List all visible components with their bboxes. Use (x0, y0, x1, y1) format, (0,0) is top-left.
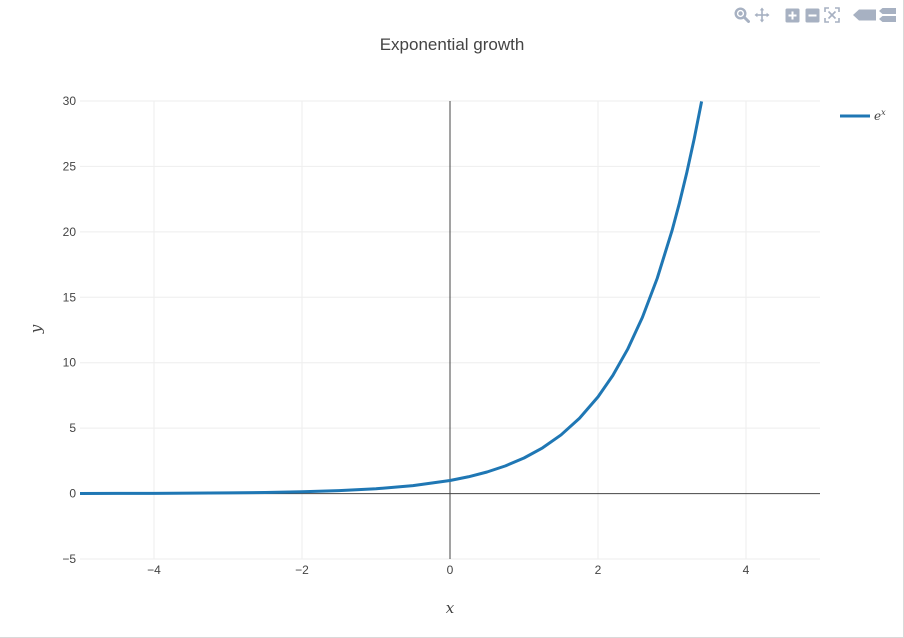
pan-button[interactable] (752, 6, 772, 24)
modebar (722, 6, 898, 24)
zoom-in-button[interactable] (782, 6, 802, 24)
hover-compare-button[interactable] (878, 6, 898, 24)
x-tick-label: 0 (447, 563, 454, 577)
y-tick-label: 5 (69, 421, 76, 435)
y-tick-label: 25 (63, 159, 77, 173)
x-tick-label: 4 (743, 563, 750, 577)
y-tick-label: 20 (63, 225, 77, 239)
zoom-in-icon (785, 8, 799, 22)
legend-label-superscript: x (881, 108, 886, 117)
legend-label-base: e (874, 109, 881, 123)
legend-label[interactable]: ex (874, 108, 886, 123)
autoscale-button[interactable] (822, 6, 842, 24)
hover-closest-icon (853, 9, 876, 21)
x-tick-label: −4 (147, 563, 161, 577)
chart-title: Exponential growth (380, 35, 525, 54)
y-tick-label: 10 (63, 356, 77, 370)
y-axis-label: y (27, 324, 45, 334)
hover-closest-button[interactable] (852, 6, 878, 24)
x-tick-label: −2 (295, 563, 309, 577)
series-line-exp (80, 101, 704, 495)
x-axis-label: x (446, 599, 455, 617)
y-tick-label: −5 (62, 552, 76, 566)
modebar-group-hover (852, 6, 898, 24)
modebar-group-zoom (732, 6, 772, 24)
y-tick-label: 30 (63, 94, 77, 108)
zoom-icon (734, 7, 750, 23)
y-tick-label: 15 (63, 290, 77, 304)
y-tick-label: 0 (69, 487, 76, 501)
modebar-group-scale (782, 6, 842, 24)
zoom-out-icon (805, 8, 819, 22)
hover-compare-icon (879, 8, 896, 22)
zoom-out-button[interactable] (802, 6, 822, 24)
zoom-button[interactable] (732, 6, 752, 24)
pan-icon (754, 7, 770, 23)
x-tick-label: 2 (595, 563, 602, 577)
autoscale-icon (824, 7, 840, 23)
